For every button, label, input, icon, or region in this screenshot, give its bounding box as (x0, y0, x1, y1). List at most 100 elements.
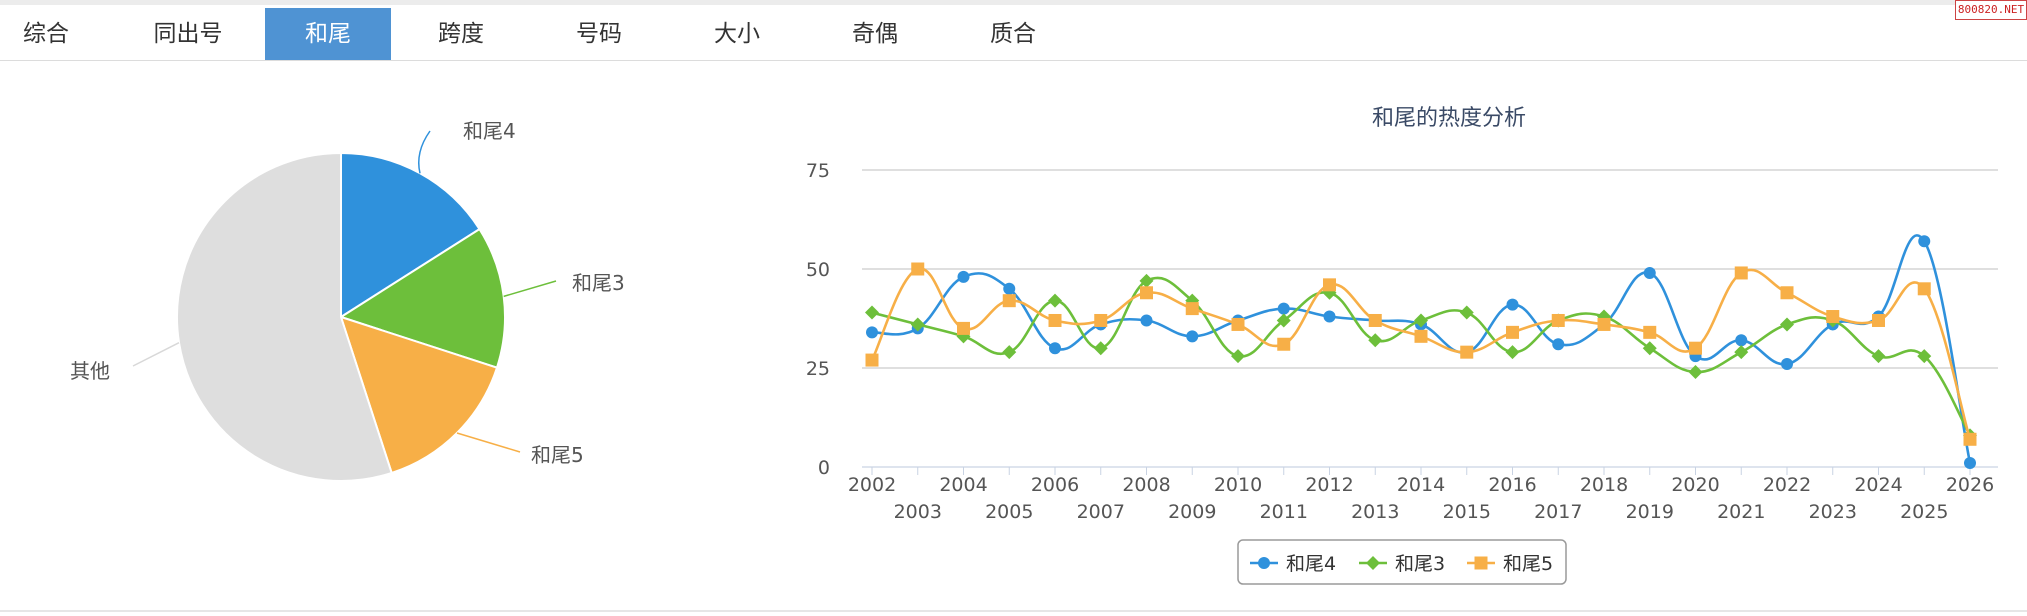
legend-item-1[interactable]: 和尾4 (1250, 553, 1336, 575)
data-point[interactable] (1277, 337, 1291, 351)
x-tick-label: 2020 (1671, 474, 1719, 496)
x-tick-label: 2004 (939, 474, 987, 496)
data-point[interactable] (1643, 266, 1656, 279)
pie-slice-2[interactable] (338, 227, 506, 369)
data-point[interactable] (1002, 345, 1017, 360)
x-tick-label: 2021 (1717, 501, 1765, 523)
legend-item-3[interactable]: 和尾5 (1467, 553, 1553, 575)
data-point[interactable] (1735, 334, 1748, 347)
data-point[interactable] (1917, 349, 1932, 364)
legend-item-2[interactable]: 和尾3 (1359, 553, 1445, 575)
series-3 (865, 262, 1977, 446)
data-point[interactable] (1231, 317, 1245, 331)
legend-label: 和尾5 (1503, 553, 1553, 575)
data-point[interactable] (1964, 457, 1976, 470)
data-point[interactable] (1551, 313, 1565, 327)
tab-6[interactable]: 大小 (714, 21, 760, 47)
data-point[interactable] (1688, 364, 1703, 379)
data-point[interactable] (957, 270, 970, 283)
pie-slice-4[interactable] (176, 151, 393, 482)
x-tick-label: 2013 (1351, 501, 1399, 523)
data-point[interactable] (1139, 273, 1154, 288)
data-point[interactable] (1323, 278, 1336, 292)
data-point[interactable] (1918, 235, 1931, 248)
data-point[interactable] (1872, 313, 1885, 327)
data-point[interactable] (1689, 341, 1702, 355)
legend-marker[interactable] (1366, 556, 1380, 570)
data-point[interactable] (1642, 341, 1657, 356)
data-point[interactable] (1734, 345, 1749, 360)
data-point[interactable] (1597, 317, 1611, 331)
data-point[interactable] (866, 326, 878, 339)
data-point[interactable] (1277, 302, 1290, 315)
x-tick-label: 2026 (1946, 474, 1994, 496)
data-point[interactable] (1780, 286, 1794, 300)
tab-3[interactable]: 和尾 (265, 8, 391, 60)
line-chart: 和尾的热度分析 0 25 50 75 2002 2003 2004 2005 2006 2007 20… (806, 106, 1998, 585)
data-point[interactable] (1917, 282, 1931, 296)
series-line-3 (870, 267, 1972, 440)
data-point[interactable] (1231, 349, 1245, 364)
data-point[interactable] (1506, 325, 1519, 339)
x-tick-label: 2016 (1488, 474, 1536, 496)
y-tick-label: 25 (806, 358, 830, 380)
tab-8[interactable]: 质合 (990, 21, 1036, 47)
data-point[interactable] (1094, 313, 1108, 327)
data-point[interactable] (1963, 432, 1977, 446)
legend-marker[interactable] (1474, 556, 1488, 570)
data-point[interactable] (1459, 305, 1474, 320)
data-point[interactable] (1734, 266, 1748, 280)
data-point[interactable] (1003, 282, 1016, 295)
data-point[interactable] (911, 262, 925, 276)
data-point[interactable] (1140, 286, 1153, 300)
data-point[interactable] (865, 353, 879, 367)
pie-connector-3 (456, 432, 521, 453)
series-1 (866, 234, 1976, 470)
data-point[interactable] (1414, 313, 1428, 328)
x-tick-label: 2017 (1534, 501, 1582, 523)
data-point[interactable] (1323, 310, 1336, 323)
data-point[interactable] (865, 305, 879, 320)
data-point[interactable] (1871, 349, 1886, 364)
data-point[interactable] (1048, 293, 1062, 308)
pie-connector-1 (418, 130, 431, 174)
tab-1[interactable]: 综合 (23, 21, 69, 47)
series-line-2 (871, 276, 1972, 436)
tab-4[interactable]: 跨度 (438, 21, 484, 47)
data-point[interactable] (1460, 345, 1474, 359)
y-tick-label: 75 (806, 160, 830, 182)
data-point[interactable] (1643, 325, 1657, 339)
data-point[interactable] (1506, 298, 1519, 311)
data-point[interactable] (1368, 313, 1382, 327)
tab-7[interactable]: 奇偶 (852, 21, 898, 47)
tab-2[interactable]: 同出号 (153, 21, 223, 47)
data-point[interactable] (1002, 294, 1016, 308)
x-tick-label: 2002 (848, 474, 896, 496)
data-point[interactable] (1276, 313, 1291, 328)
data-point[interactable] (1140, 314, 1153, 327)
top-border (0, 0, 2027, 5)
data-point[interactable] (1505, 345, 1520, 360)
data-point[interactable] (1048, 313, 1062, 327)
watermark: 800820.NET (1955, 0, 2027, 20)
series-2 (865, 273, 1977, 443)
data-point[interactable] (1826, 310, 1840, 324)
x-tick-label: 2007 (1077, 501, 1125, 523)
x-tick-label: 2003 (894, 501, 942, 523)
data-point[interactable] (1049, 342, 1061, 355)
legend-marker[interactable] (1258, 557, 1270, 569)
data-point[interactable] (910, 317, 925, 332)
data-point[interactable] (1185, 302, 1199, 316)
x-tick-label: 2005 (985, 501, 1033, 523)
data-point[interactable] (1368, 333, 1383, 348)
data-point[interactable] (1780, 317, 1794, 332)
x-tick-label: 2010 (1214, 474, 1262, 496)
data-point[interactable] (1186, 330, 1199, 343)
data-point[interactable] (1093, 341, 1108, 356)
data-point[interactable] (1552, 338, 1565, 351)
data-point[interactable] (957, 321, 970, 335)
data-point[interactable] (1414, 329, 1428, 343)
tab-5[interactable]: 号码 (576, 21, 622, 47)
data-point[interactable] (1781, 358, 1793, 371)
legend: 和尾4 和尾3 和尾5 (1237, 539, 1567, 585)
